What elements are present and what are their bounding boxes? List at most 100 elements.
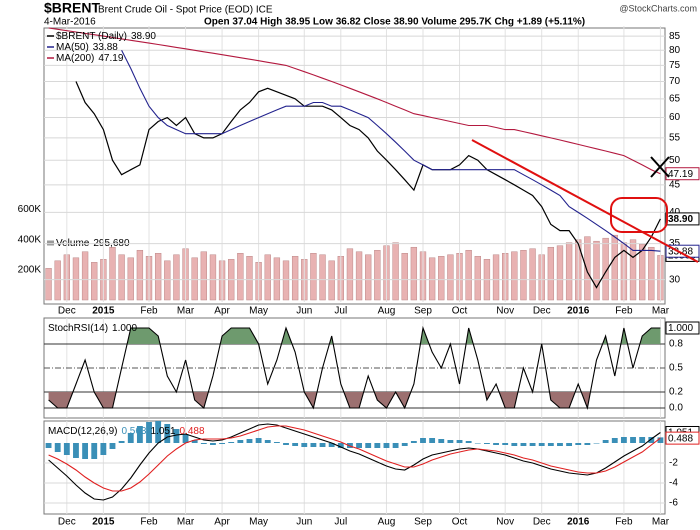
- bar: [319, 254, 326, 301]
- bar: [538, 443, 545, 446]
- bar: [611, 438, 618, 443]
- x-tick-label: Feb: [140, 306, 158, 317]
- bar: [81, 251, 89, 301]
- x-tick-label: 2015: [92, 517, 115, 528]
- x-tick-label: Sep: [414, 306, 432, 317]
- x-tick-label: Mar: [652, 306, 670, 317]
- bar: [109, 246, 116, 301]
- bar: [291, 256, 299, 301]
- bar: [255, 438, 262, 443]
- bar: [246, 256, 253, 301]
- bar: [502, 443, 509, 445]
- bar: [191, 257, 198, 301]
- x-tick-label: Oct: [452, 306, 468, 317]
- annotations: [471, 139, 699, 263]
- legend-name: MA(50): [56, 42, 89, 53]
- x-tick-label: Aug: [378, 517, 396, 528]
- x-tick-label: Dec: [533, 517, 551, 528]
- bar: [511, 251, 518, 301]
- series-line: [48, 425, 661, 492]
- x-tick-label: Aug: [378, 306, 396, 317]
- bar: [584, 443, 591, 445]
- bar: [45, 268, 52, 301]
- bar: [428, 257, 436, 301]
- y-tick-label: 0.2: [669, 387, 683, 398]
- bar: [54, 260, 61, 301]
- legend-name: MA(200): [56, 53, 94, 64]
- bar: [638, 243, 646, 301]
- x-tick-label: Nov: [496, 306, 514, 317]
- y-tick-label: 55: [669, 133, 681, 144]
- legend-value: 38.90: [131, 31, 156, 42]
- bar: [264, 254, 271, 301]
- bar: [401, 443, 408, 446]
- x-tick-label: Jun: [296, 517, 312, 528]
- bar: [136, 426, 143, 443]
- y-tick-label: 200K: [18, 264, 42, 275]
- bar: [557, 443, 563, 446]
- x-tick-label: Oct: [452, 517, 468, 528]
- value-tag-label: 0.488: [668, 433, 693, 444]
- bar: [328, 443, 335, 447]
- y-tick-label: 600K: [18, 204, 42, 215]
- bar: [273, 442, 280, 443]
- watermark: @StockCharts.com: [619, 3, 697, 13]
- date: 4-Mar-2016: [44, 17, 96, 28]
- bar: [511, 443, 518, 446]
- bar: [100, 443, 107, 455]
- y-tick-label: 0.5: [669, 363, 683, 374]
- bar: [611, 234, 618, 301]
- value-tag: [665, 431, 700, 445]
- y-tick-label: 30: [669, 274, 681, 285]
- legend: MACD(12,26,9) 0.563 1.051 0.488: [48, 426, 205, 437]
- bar: [355, 251, 363, 301]
- bar: [392, 443, 399, 448]
- quote: Open 37.04 High 38.95 Low 36.82 Close 38…: [204, 17, 585, 28]
- series-line: [121, 50, 661, 252]
- bar: [118, 441, 125, 443]
- legend-value: 1.051: [151, 426, 176, 437]
- bar: [438, 439, 445, 443]
- bar: [429, 438, 436, 443]
- bar: [72, 257, 80, 301]
- x-mark: [650, 156, 670, 178]
- x-tick-label: Nov: [496, 517, 514, 528]
- y-tick-label: 0.0: [669, 403, 683, 414]
- y-tick-label: 50: [669, 155, 681, 166]
- value-tag-label: 38.90: [668, 214, 693, 225]
- bar: [54, 443, 61, 452]
- legend-name: $BRENT (Daily): [56, 31, 127, 42]
- bar: [657, 437, 664, 443]
- bar: [63, 443, 70, 455]
- bar: [127, 433, 134, 443]
- bar: [629, 239, 637, 301]
- legend: MA(50) 33.88: [56, 42, 118, 53]
- bar: [447, 440, 454, 443]
- legend-title: StochRSI(14): [48, 323, 108, 334]
- series-line: [48, 423, 661, 501]
- legend-value: 1.000: [112, 323, 137, 334]
- bar: [401, 253, 408, 301]
- bar: [602, 440, 609, 443]
- bar: [246, 439, 253, 443]
- bar: [154, 253, 162, 301]
- x-tick-label: Jul: [334, 306, 347, 317]
- value-tag: [665, 321, 700, 335]
- bar: [164, 260, 171, 301]
- bar: [155, 421, 162, 443]
- x-tick-label: Apr: [214, 517, 230, 528]
- value-tag-label: 1.000: [668, 323, 693, 334]
- bar: [237, 440, 244, 443]
- bar: [420, 438, 426, 443]
- bar: [374, 443, 381, 448]
- legend-title: MACD(12,26,9): [48, 426, 117, 437]
- bar: [438, 256, 445, 301]
- x-tick-label: Mar: [177, 306, 195, 317]
- plot-layer: 200K400K600KVolume295,68029568Dec2015Feb…: [18, 26, 700, 528]
- y-tick-label: 45: [669, 179, 681, 190]
- bar: [45, 443, 52, 448]
- bar: [547, 443, 554, 446]
- bar: [356, 443, 362, 448]
- bar: [593, 443, 600, 444]
